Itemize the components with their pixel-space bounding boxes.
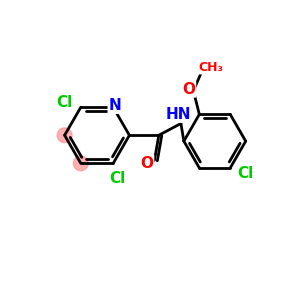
Text: N: N <box>108 98 121 113</box>
Text: O: O <box>141 156 154 171</box>
Text: CH₃: CH₃ <box>199 61 224 74</box>
Circle shape <box>57 128 72 142</box>
Text: O: O <box>182 82 196 97</box>
Text: Cl: Cl <box>110 170 126 185</box>
Text: HN: HN <box>165 107 191 122</box>
Text: Cl: Cl <box>237 166 253 181</box>
Text: Cl: Cl <box>56 95 73 110</box>
Circle shape <box>74 156 88 171</box>
